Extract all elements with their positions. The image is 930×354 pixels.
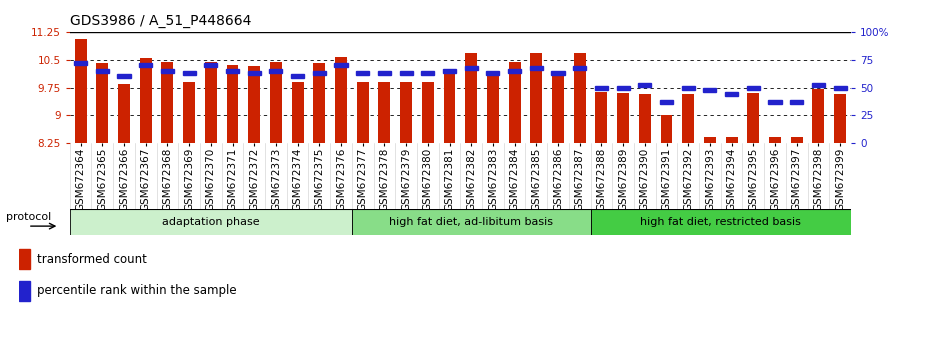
Bar [812,84,825,87]
Bar [595,92,607,143]
Bar [465,65,478,69]
Text: transformed count: transformed count [37,252,147,266]
Bar [352,209,591,235]
Bar [183,82,195,143]
Bar [140,58,152,143]
Bar [270,69,283,73]
Bar [97,63,108,143]
Bar [205,63,218,67]
Text: GDS3986 / A_51_P448664: GDS3986 / A_51_P448664 [70,14,251,28]
Bar [335,63,348,67]
Text: percentile rank within the sample: percentile rank within the sample [37,284,237,297]
Bar [182,71,195,75]
Bar [19,249,30,269]
Bar [465,53,477,143]
Bar [574,53,586,143]
Bar [96,69,109,73]
Bar [117,74,130,79]
Bar [768,100,781,104]
Bar [487,75,498,143]
Bar [660,100,673,104]
Bar [422,82,433,143]
Bar [595,86,608,90]
Bar [118,84,130,143]
Bar [140,63,153,67]
Bar [682,86,695,90]
Bar [312,71,326,75]
Bar [226,69,239,73]
Bar [74,39,86,143]
Bar [725,137,737,143]
Text: high fat diet, ad-libitum basis: high fat diet, ad-libitum basis [389,217,553,227]
Bar [270,62,282,143]
Bar [335,57,347,143]
Bar [227,65,238,143]
Bar [357,82,368,143]
Bar [834,94,846,143]
Bar [747,86,760,90]
Bar [725,92,738,96]
Bar [552,75,564,143]
Bar [551,71,565,75]
Bar [639,94,651,143]
Bar [618,93,629,143]
Bar [530,53,542,143]
Bar [313,63,326,143]
Bar [704,137,716,143]
Bar [379,82,391,143]
Bar [769,137,781,143]
Bar [683,94,694,143]
Bar [421,71,434,75]
Bar [378,71,391,75]
Bar [748,93,759,143]
Bar [19,281,30,301]
Bar [205,62,217,143]
Bar [638,84,651,87]
Bar [530,65,543,69]
Bar [70,209,352,235]
Bar [161,69,174,73]
Bar [444,74,456,143]
Text: protocol: protocol [6,212,51,222]
Bar [813,90,824,143]
Bar [74,61,87,65]
Bar [833,86,846,90]
Bar [162,62,173,143]
Bar [486,71,499,75]
Bar [292,82,303,143]
Bar [291,74,304,79]
Bar [400,71,413,75]
Bar [509,62,521,143]
Bar [356,71,369,75]
Bar [591,209,851,235]
Bar [573,65,586,69]
Text: adaptation phase: adaptation phase [162,217,259,227]
Bar [790,137,803,143]
Bar [248,66,260,143]
Text: high fat diet, restricted basis: high fat diet, restricted basis [641,217,801,227]
Bar [617,86,630,90]
Bar [400,82,412,143]
Bar [703,88,716,92]
Bar [247,71,260,75]
Bar [790,100,804,104]
Bar [508,69,521,73]
Bar [660,115,672,143]
Bar [443,69,456,73]
